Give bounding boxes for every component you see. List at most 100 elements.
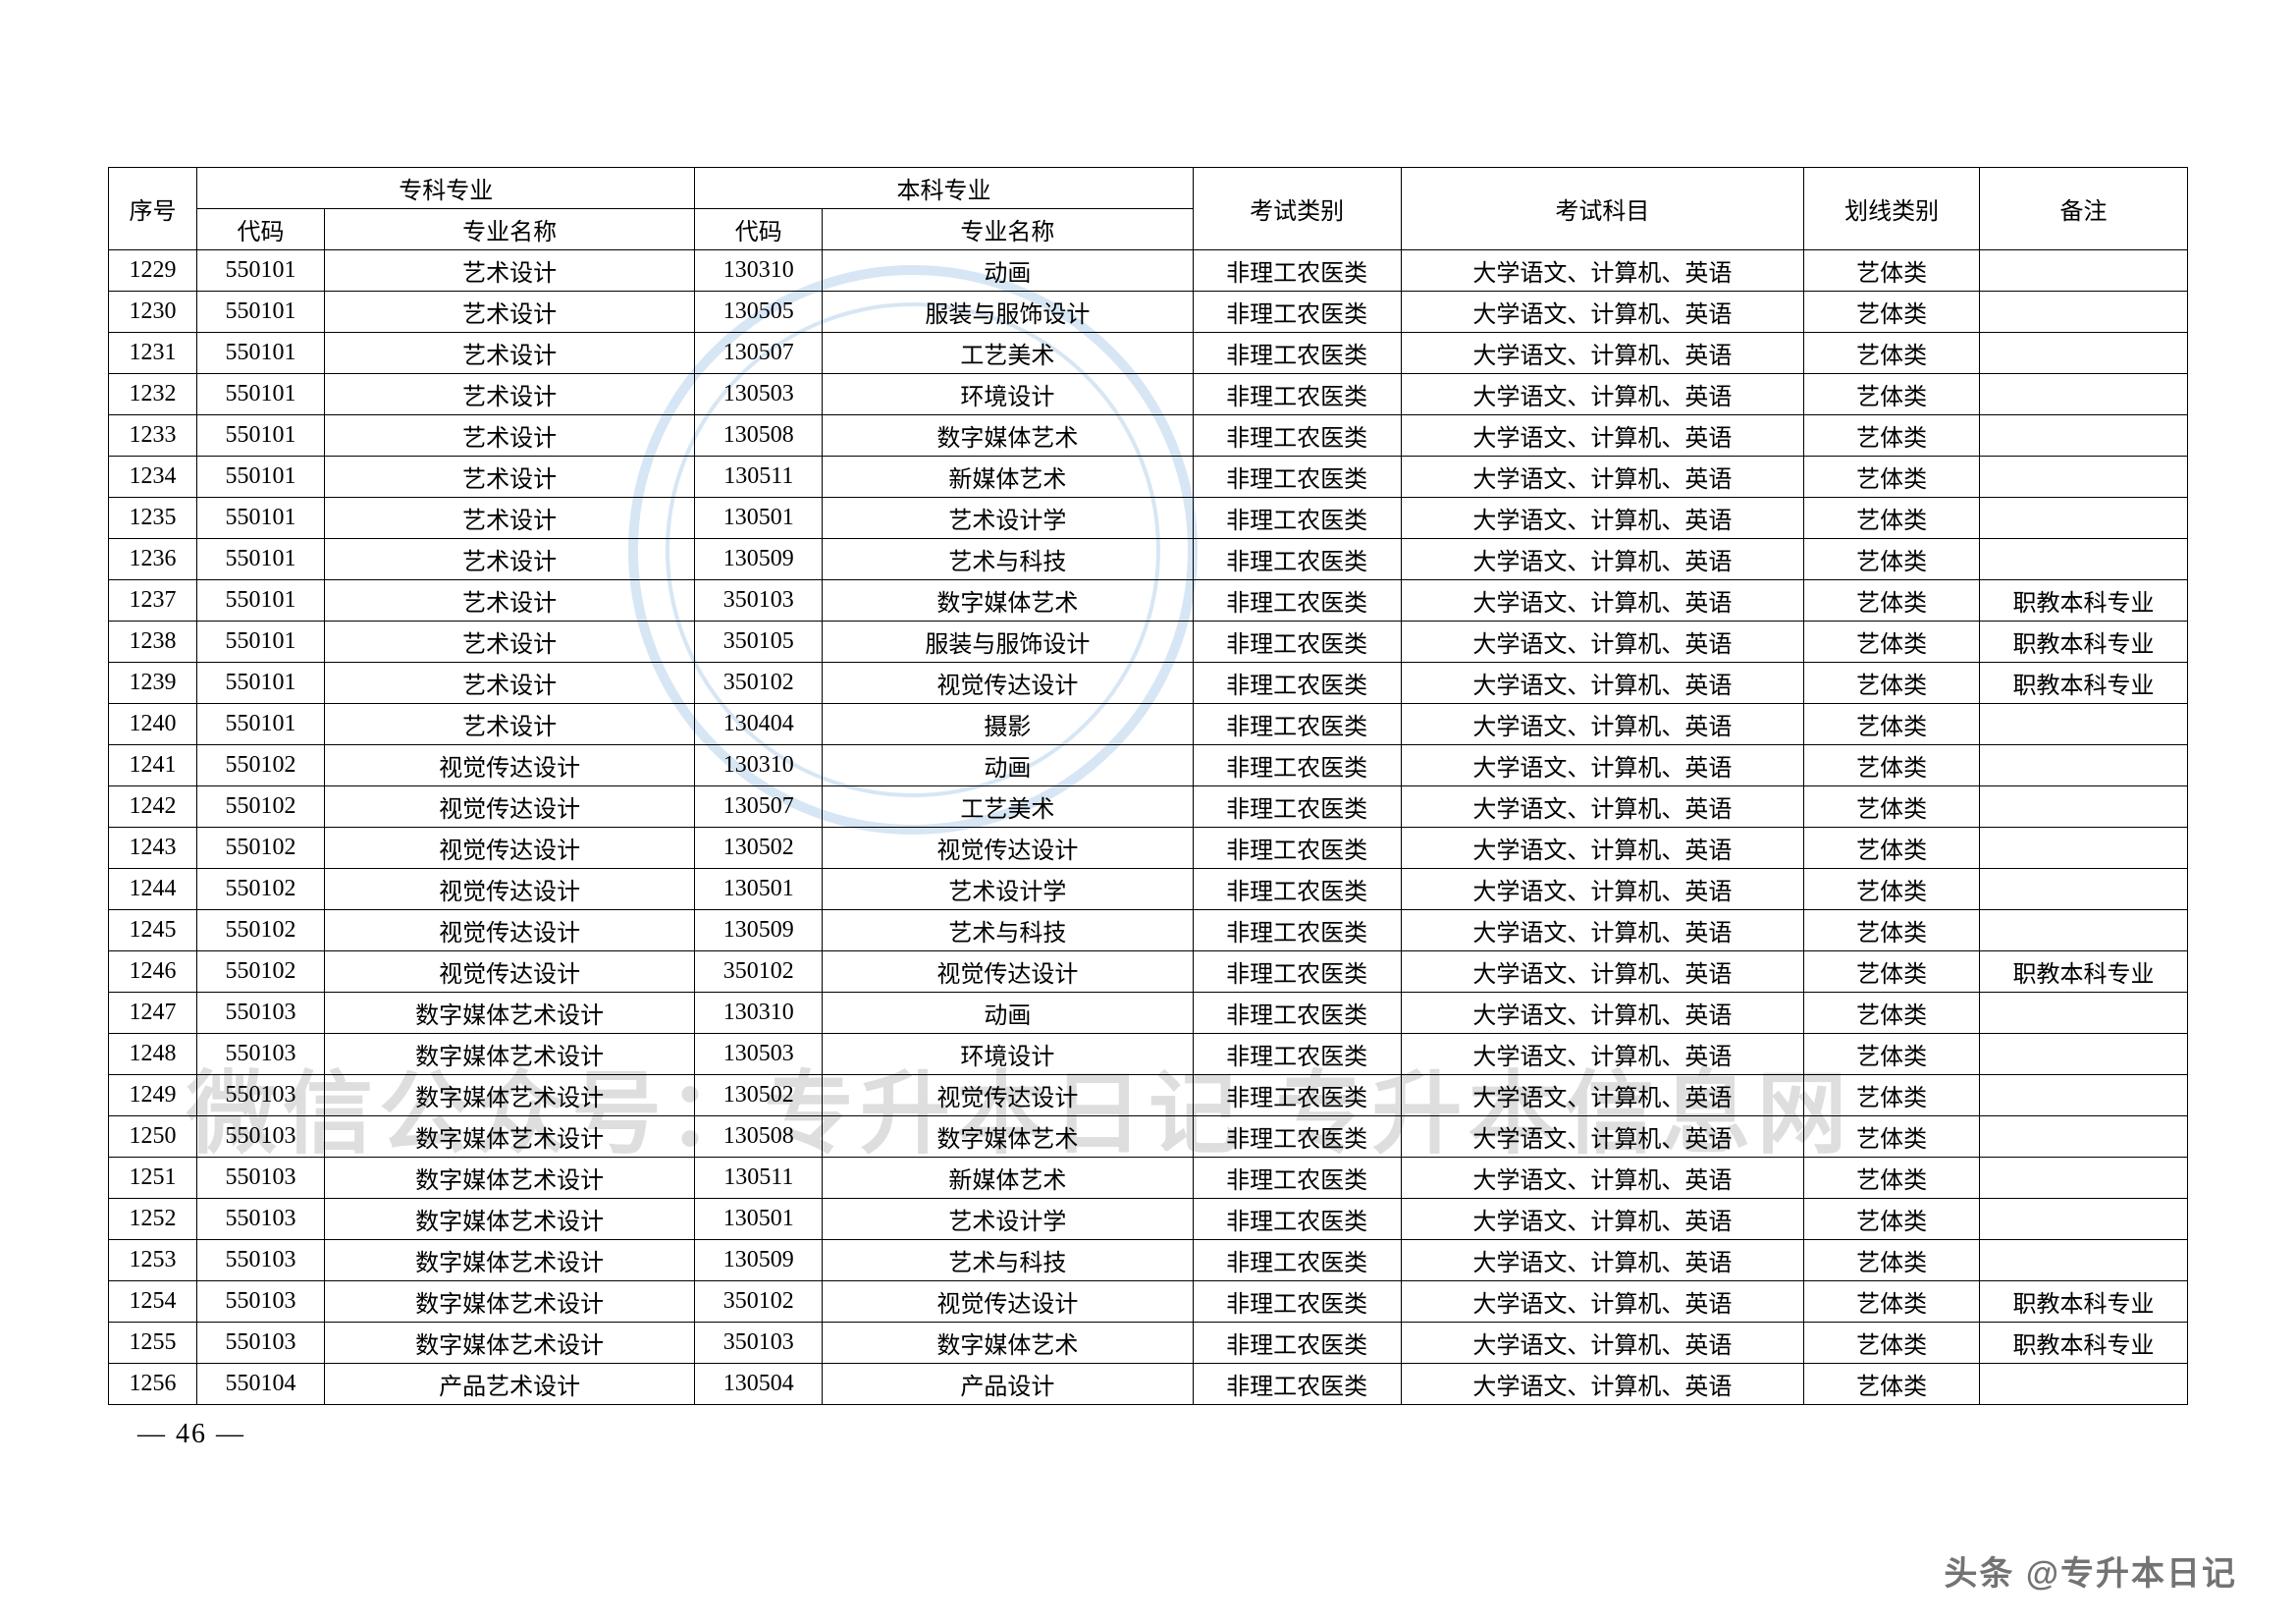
table-row: 1250550103数字媒体艺术设计130508数字媒体艺术非理工农医类大学语文… bbox=[109, 1116, 2188, 1158]
table-cell: 职教本科专业 bbox=[1980, 622, 2188, 663]
table-cell: 视觉传达设计 bbox=[823, 1075, 1194, 1116]
table-cell: 大学语文、计算机、英语 bbox=[1401, 580, 1804, 622]
header-remark: 备注 bbox=[1980, 168, 2188, 250]
table-cell: 130501 bbox=[695, 1199, 823, 1240]
table-cell: 550101 bbox=[197, 374, 325, 415]
table-row: 1236550101艺术设计130509艺术与科技非理工农医类大学语文、计算机、… bbox=[109, 539, 2188, 580]
table-cell: 非理工农医类 bbox=[1193, 333, 1401, 374]
table-cell: 550101 bbox=[197, 250, 325, 292]
table-cell: 非理工农医类 bbox=[1193, 1116, 1401, 1158]
table-cell: 130310 bbox=[695, 250, 823, 292]
header-zk: 专科专业 bbox=[197, 168, 695, 209]
table-cell: 产品设计 bbox=[823, 1364, 1194, 1405]
table-cell: 摄影 bbox=[823, 704, 1194, 745]
table-cell: 1244 bbox=[109, 869, 197, 910]
table-cell: 艺术设计 bbox=[324, 292, 695, 333]
table-cell: 130507 bbox=[695, 786, 823, 828]
table-cell: 非理工农医类 bbox=[1193, 663, 1401, 704]
table-row: 1241550102视觉传达设计130310动画非理工农医类大学语文、计算机、英… bbox=[109, 745, 2188, 786]
table-cell: 艺体类 bbox=[1804, 1364, 1980, 1405]
table-cell: 大学语文、计算机、英语 bbox=[1401, 1075, 1804, 1116]
table-cell: 非理工农医类 bbox=[1193, 457, 1401, 498]
table-cell bbox=[1980, 374, 2188, 415]
table-cell: 大学语文、计算机、英语 bbox=[1401, 1158, 1804, 1199]
table-row: 1256550104产品艺术设计130504产品设计非理工农医类大学语文、计算机… bbox=[109, 1364, 2188, 1405]
table-cell: 130503 bbox=[695, 1034, 823, 1075]
table-cell: 1253 bbox=[109, 1240, 197, 1281]
table-cell: 1242 bbox=[109, 786, 197, 828]
table-cell: 非理工农医类 bbox=[1193, 828, 1401, 869]
table-cell: 非理工农医类 bbox=[1193, 415, 1401, 457]
table-header: 序号 专科专业 本科专业 考试类别 考试科目 划线类别 备注 代码 专业名称 代… bbox=[109, 168, 2188, 250]
table-body: 1229550101艺术设计130310动画非理工农医类大学语文、计算机、英语艺… bbox=[109, 250, 2188, 1405]
table-cell: 数字媒体艺术设计 bbox=[324, 1281, 695, 1323]
table-row: 1253550103数字媒体艺术设计130509艺术与科技非理工农医类大学语文、… bbox=[109, 1240, 2188, 1281]
table-cell: 大学语文、计算机、英语 bbox=[1401, 663, 1804, 704]
table-cell: 350102 bbox=[695, 1281, 823, 1323]
table-cell: 大学语文、计算机、英语 bbox=[1401, 704, 1804, 745]
table-cell: 1239 bbox=[109, 663, 197, 704]
table-cell: 数字媒体艺术 bbox=[823, 580, 1194, 622]
header-seq: 序号 bbox=[109, 168, 197, 250]
table-cell: 非理工农医类 bbox=[1193, 539, 1401, 580]
header-zk-code: 代码 bbox=[197, 209, 325, 250]
table-cell: 职教本科专业 bbox=[1980, 1323, 2188, 1364]
table-row: 1249550103数字媒体艺术设计130502视觉传达设计非理工农医类大学语文… bbox=[109, 1075, 2188, 1116]
table-cell: 艺体类 bbox=[1804, 1323, 1980, 1364]
table-cell: 大学语文、计算机、英语 bbox=[1401, 1364, 1804, 1405]
table-cell: 数字媒体艺术设计 bbox=[324, 1116, 695, 1158]
table-cell: 550102 bbox=[197, 828, 325, 869]
table-cell: 非理工农医类 bbox=[1193, 498, 1401, 539]
table-cell: 550101 bbox=[197, 704, 325, 745]
table-cell: 艺术设计 bbox=[324, 580, 695, 622]
table-row: 1254550103数字媒体艺术设计350102视觉传达设计非理工农医类大学语文… bbox=[109, 1281, 2188, 1323]
major-mapping-table: 序号 专科专业 本科专业 考试类别 考试科目 划线类别 备注 代码 专业名称 代… bbox=[108, 167, 2188, 1405]
table-row: 1238550101艺术设计350105服装与服饰设计非理工农医类大学语文、计算… bbox=[109, 622, 2188, 663]
table-cell bbox=[1980, 539, 2188, 580]
table-cell bbox=[1980, 1075, 2188, 1116]
table-row: 1255550103数字媒体艺术设计350103数字媒体艺术非理工农医类大学语文… bbox=[109, 1323, 2188, 1364]
table-cell: 大学语文、计算机、英语 bbox=[1401, 786, 1804, 828]
table-cell: 工艺美术 bbox=[823, 333, 1194, 374]
table-cell: 艺体类 bbox=[1804, 1034, 1980, 1075]
table-row: 1247550103数字媒体艺术设计130310动画非理工农医类大学语文、计算机… bbox=[109, 993, 2188, 1034]
table-cell: 艺术设计 bbox=[324, 415, 695, 457]
table-row: 1246550102视觉传达设计350102视觉传达设计非理工农医类大学语文、计… bbox=[109, 951, 2188, 993]
table-cell: 非理工农医类 bbox=[1193, 1323, 1401, 1364]
table-cell: 350102 bbox=[695, 951, 823, 993]
table-cell: 艺体类 bbox=[1804, 786, 1980, 828]
table-cell: 350103 bbox=[695, 580, 823, 622]
table-cell: 数字媒体艺术设计 bbox=[324, 993, 695, 1034]
table-cell: 大学语文、计算机、英语 bbox=[1401, 1199, 1804, 1240]
table-cell: 非理工农医类 bbox=[1193, 374, 1401, 415]
table-cell: 350105 bbox=[695, 622, 823, 663]
table-cell: 艺术设计学 bbox=[823, 498, 1194, 539]
table-cell: 350102 bbox=[695, 663, 823, 704]
table-cell: 艺体类 bbox=[1804, 457, 1980, 498]
table-row: 1248550103数字媒体艺术设计130503环境设计非理工农医类大学语文、计… bbox=[109, 1034, 2188, 1075]
table-cell: 1255 bbox=[109, 1323, 197, 1364]
table-cell: 艺术设计 bbox=[324, 374, 695, 415]
table-cell: 艺体类 bbox=[1804, 415, 1980, 457]
table-cell: 1243 bbox=[109, 828, 197, 869]
table-cell: 视觉传达设计 bbox=[823, 1281, 1194, 1323]
table-cell bbox=[1980, 1199, 2188, 1240]
table-cell: 550101 bbox=[197, 663, 325, 704]
table-cell bbox=[1980, 1034, 2188, 1075]
table-row: 1252550103数字媒体艺术设计130501艺术设计学非理工农医类大学语文、… bbox=[109, 1199, 2188, 1240]
header-zk-name: 专业名称 bbox=[324, 209, 695, 250]
table-cell: 艺体类 bbox=[1804, 374, 1980, 415]
table-cell: 550104 bbox=[197, 1364, 325, 1405]
table-cell: 大学语文、计算机、英语 bbox=[1401, 457, 1804, 498]
table-cell: 550103 bbox=[197, 1158, 325, 1199]
table-cell bbox=[1980, 828, 2188, 869]
table-cell: 非理工农医类 bbox=[1193, 292, 1401, 333]
table-cell: 数字媒体艺术 bbox=[823, 1116, 1194, 1158]
table-cell: 工艺美术 bbox=[823, 786, 1194, 828]
table-cell: 大学语文、计算机、英语 bbox=[1401, 415, 1804, 457]
table-cell: 130501 bbox=[695, 869, 823, 910]
table-cell: 艺术与科技 bbox=[823, 910, 1194, 951]
table-cell: 1252 bbox=[109, 1199, 197, 1240]
table-cell: 大学语文、计算机、英语 bbox=[1401, 1116, 1804, 1158]
header-bk-code: 代码 bbox=[695, 209, 823, 250]
